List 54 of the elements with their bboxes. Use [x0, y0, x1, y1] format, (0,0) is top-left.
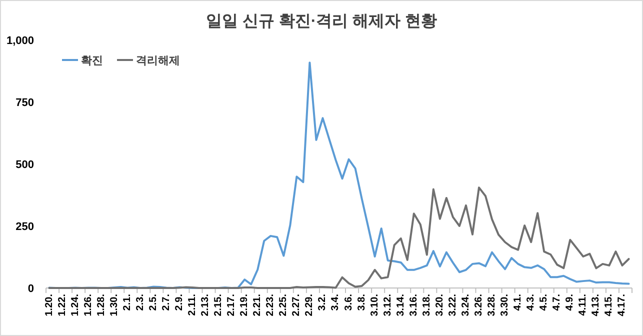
x-tick-label: 4.15. — [604, 294, 615, 316]
x-tick-label: 1.30. — [108, 294, 120, 316]
x-tick-label: 4.3. — [526, 294, 537, 311]
x-tick-label: 4.13. — [590, 294, 602, 316]
x-tick-label: 4.11. — [578, 294, 589, 316]
legend-label: 확진 — [81, 55, 103, 67]
x-tick-label: 3.12. — [382, 294, 394, 316]
x-tick-label: 1.24. — [70, 294, 81, 316]
x-tick-label: 2.29. — [304, 294, 316, 316]
x-tick-label: 2.9. — [174, 294, 185, 311]
x-tick-label: 2.5. — [148, 294, 159, 311]
x-tick-label: 3.6. — [343, 294, 354, 311]
x-tick-label: 2.17. — [226, 294, 238, 316]
chart-title: 일일 신규 확진·격리 해제자 현황 — [206, 13, 438, 30]
x-tick-label: 1.22. — [56, 294, 68, 316]
x-tick-label: 2.13. — [200, 294, 212, 316]
x-tick-label: 3.24. — [460, 294, 472, 316]
y-tick-label: 500 — [16, 159, 34, 171]
x-tick-label: 2.15. — [213, 294, 224, 316]
x-tick-label: 4.1. — [512, 294, 524, 311]
x-tick-label: 2.11. — [187, 294, 198, 316]
x-tick-label: 3.2. — [317, 294, 328, 311]
x-tick-label: 2.3. — [134, 294, 146, 311]
x-tick-label: 1.28. — [96, 294, 107, 316]
x-tick-label: 3.22. — [447, 294, 458, 316]
y-tick-label: 250 — [16, 221, 34, 233]
x-tick-label: 3.20. — [434, 294, 446, 316]
x-tick-label: 4.9. — [564, 294, 576, 311]
x-tick-label: 4.17. — [616, 294, 628, 316]
x-tick-label: 3.26. — [473, 294, 484, 316]
x-tick-label: 3.18. — [421, 294, 432, 316]
x-tick-label: 3.14. — [395, 294, 406, 316]
x-tick-label: 3.8. — [356, 294, 368, 311]
y-tick-label: 0 — [28, 283, 34, 295]
x-tick-label: 2.21. — [252, 294, 264, 316]
x-tick-label: 4.5. — [538, 294, 550, 311]
x-tick-label: 3.10. — [369, 294, 380, 316]
legend-label: 격리해제 — [136, 55, 180, 67]
x-tick-label: 3.16. — [408, 294, 420, 316]
line-series — [48, 186, 630, 289]
x-tick-label: 2.19. — [239, 294, 250, 316]
x-tick-label: 3.4. — [330, 294, 342, 311]
x-tick-label: 2.1. — [122, 294, 133, 311]
x-tick-label: 1.26. — [82, 294, 94, 316]
x-tick-label: 3.28. — [486, 294, 498, 316]
y-tick-label: 750 — [16, 97, 34, 109]
x-tick-label: 2.27. — [291, 294, 302, 316]
x-tick-label: 3.30. — [500, 294, 511, 316]
x-tick-label: 4.7. — [552, 294, 563, 311]
x-tick-label: 1.20. — [44, 294, 55, 316]
y-tick-label: 1,000 — [6, 35, 34, 47]
x-tick-label: 2.7. — [160, 294, 172, 311]
x-tick-label: 2.25. — [278, 294, 290, 316]
x-tick-label: 2.23. — [265, 294, 276, 316]
